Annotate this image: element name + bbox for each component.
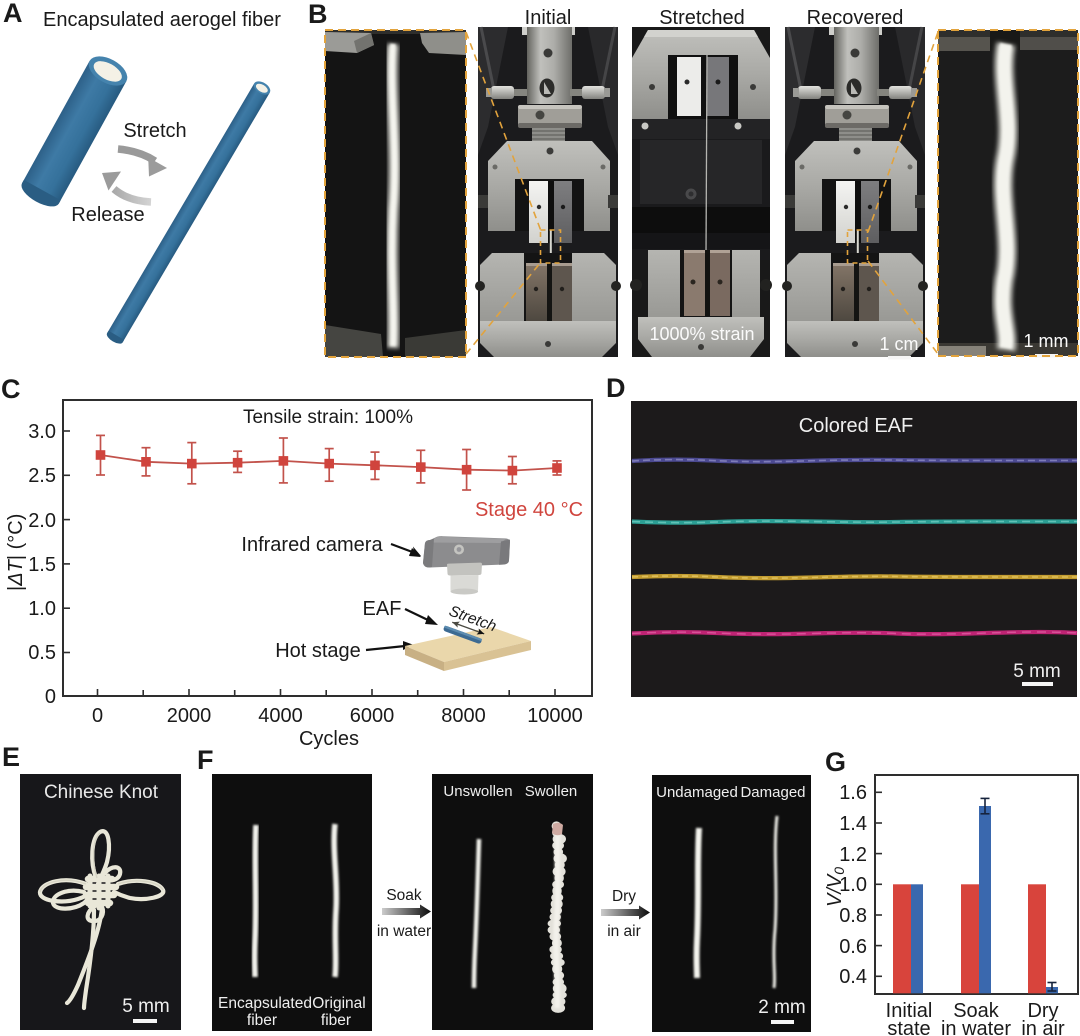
svg-text:Soak: Soak: [953, 1000, 1000, 1022]
svg-text:Stage 40 °C: Stage 40 °C: [475, 499, 583, 521]
svg-text:fiber: fiber: [247, 1012, 277, 1029]
svg-text:state: state: [887, 1018, 930, 1036]
svg-text:Hot stage: Hot stage: [275, 640, 361, 662]
svg-text:Original: Original: [312, 995, 365, 1012]
svg-text:Stretch: Stretch: [123, 120, 186, 142]
svg-text:Swollen: Swollen: [525, 783, 578, 800]
svg-text:0.8: 0.8: [839, 905, 867, 927]
svg-text:EAF: EAF: [363, 598, 402, 620]
svg-text:Initial: Initial: [525, 7, 572, 29]
svg-text:1.5: 1.5: [28, 554, 56, 576]
svg-text:0.6: 0.6: [839, 936, 867, 958]
svg-text:1.4: 1.4: [839, 813, 867, 835]
svg-text:G: G: [825, 747, 846, 777]
svg-text:5 mm: 5 mm: [122, 996, 170, 1017]
svg-text:1.0: 1.0: [839, 874, 867, 896]
svg-text:|ΔT| (°C): |ΔT| (°C): [5, 514, 27, 591]
svg-text:in water: in water: [377, 923, 431, 940]
svg-text:Dry: Dry: [612, 888, 636, 905]
svg-text:0: 0: [92, 705, 103, 727]
svg-text:3.0: 3.0: [28, 421, 56, 443]
svg-text:Soak: Soak: [386, 887, 422, 904]
svg-text:1 cm: 1 cm: [879, 334, 918, 354]
svg-text:2.0: 2.0: [28, 510, 56, 532]
svg-text:Colored EAF: Colored EAF: [799, 415, 914, 437]
svg-text:8000: 8000: [441, 705, 486, 727]
svg-text:Recovered: Recovered: [807, 7, 904, 29]
svg-text:Chinese Knot: Chinese Knot: [44, 782, 159, 803]
svg-text:in air: in air: [1021, 1018, 1065, 1036]
svg-text:1.6: 1.6: [839, 782, 867, 804]
svg-text:Tensile strain: 100%: Tensile strain: 100%: [243, 407, 413, 428]
svg-text:Undamaged: Undamaged: [656, 784, 738, 801]
svg-text:1.0: 1.0: [28, 598, 56, 620]
svg-text:Dry: Dry: [1027, 1000, 1058, 1022]
svg-text:C: C: [1, 374, 21, 404]
svg-text:0.4: 0.4: [839, 966, 867, 988]
svg-text:V/V0: V/V0: [824, 867, 847, 907]
svg-text:in water: in water: [941, 1018, 1011, 1036]
svg-text:Cycles: Cycles: [299, 728, 359, 750]
svg-text:Initial: Initial: [886, 1000, 933, 1022]
svg-text:B: B: [308, 0, 328, 29]
svg-text:10000: 10000: [527, 705, 583, 727]
svg-text:in air: in air: [607, 923, 641, 940]
svg-text:Infrared camera: Infrared camera: [241, 534, 383, 556]
svg-text:1.2: 1.2: [839, 844, 867, 866]
svg-text:0: 0: [45, 686, 56, 708]
svg-text:fiber: fiber: [321, 1012, 351, 1029]
svg-text:1 mm: 1 mm: [1024, 331, 1069, 351]
svg-text:2.5: 2.5: [28, 465, 56, 487]
svg-text:Release: Release: [71, 204, 144, 226]
svg-text:A: A: [3, 0, 23, 28]
svg-text:2 mm: 2 mm: [758, 997, 806, 1018]
svg-text:E: E: [2, 742, 20, 772]
svg-text:1000% strain: 1000% strain: [649, 324, 754, 344]
svg-text:5 mm: 5 mm: [1013, 661, 1061, 682]
svg-text:Damaged: Damaged: [740, 784, 805, 801]
svg-text:0.5: 0.5: [28, 642, 56, 664]
svg-text:Encapsulated: Encapsulated: [218, 995, 312, 1012]
svg-text:2000: 2000: [167, 705, 212, 727]
svg-text:F: F: [197, 745, 214, 775]
svg-text:6000: 6000: [350, 705, 395, 727]
svg-text:Stretched: Stretched: [659, 7, 745, 29]
svg-text:D: D: [606, 373, 626, 403]
svg-text:Encapsulated aerogel fiber: Encapsulated aerogel fiber: [43, 9, 281, 31]
svg-text:4000: 4000: [258, 705, 303, 727]
svg-text:Unswollen: Unswollen: [443, 783, 512, 800]
